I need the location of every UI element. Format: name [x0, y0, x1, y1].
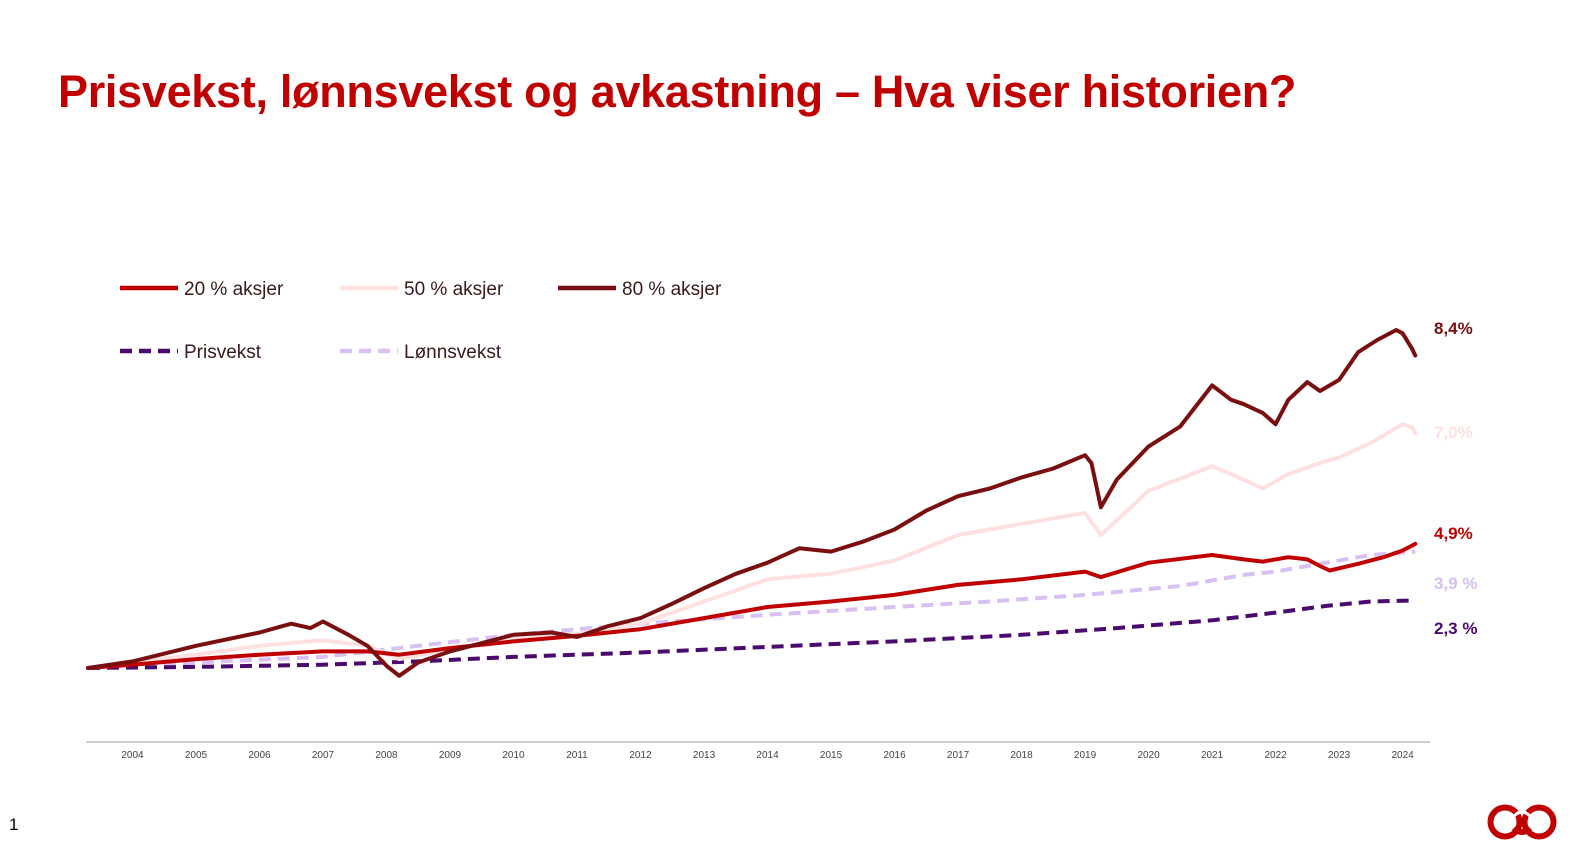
series-line-aksjer20 — [86, 541, 1418, 670]
legend-label: Prisvekst — [184, 342, 262, 363]
series-line-aksjer80 — [86, 328, 1418, 678]
x-tick-label: 2016 — [883, 750, 906, 761]
end-label-aksjer80: 8,4% — [1434, 319, 1473, 338]
chart-legend: 20 % aksjer 50 % aksjer 80 % aksjer Prisvek… — [120, 279, 722, 363]
end-label-aksjer20: 4,9% — [1434, 524, 1473, 543]
end-label-aksjer50: 7,0% — [1434, 423, 1473, 442]
page-title: Prisvekst, lønnsvekst og avkastning – Hv… — [58, 66, 1297, 117]
chart-series — [86, 328, 1418, 678]
legend-label: 80 % aksjer — [622, 279, 722, 300]
x-tick-label: 2004 — [121, 750, 144, 761]
legend-label: 50 % aksjer — [404, 279, 504, 300]
legend-item-prisvekst: Prisvekst — [120, 342, 262, 363]
x-tick-label: 2024 — [1391, 750, 1414, 761]
x-tick-label: 2008 — [375, 750, 398, 761]
brand-logo-icon — [1487, 804, 1557, 840]
page-number: 1 — [9, 815, 19, 834]
x-tick-label: 2015 — [820, 750, 843, 761]
end-label-lonnsvekst: 3,9 % — [1434, 574, 1477, 593]
legend-item-lonnsvekst: Lønnsvekst — [340, 342, 502, 363]
x-tick-label: 2011 — [566, 750, 588, 761]
x-tick-label: 2022 — [1264, 750, 1287, 761]
legend-label: 20 % aksjer — [184, 279, 284, 300]
x-tick-label: 2013 — [693, 750, 716, 761]
x-tick-label: 2006 — [248, 750, 271, 761]
legend-item-aksjer50: 50 % aksjer — [340, 279, 504, 300]
x-tick-label: 2014 — [756, 750, 779, 761]
x-tick-label: 2021 — [1201, 750, 1224, 761]
x-tick-label: 2017 — [947, 750, 970, 761]
x-tick-label: 2018 — [1010, 750, 1033, 761]
x-tick-label: 2005 — [185, 750, 208, 761]
x-tick-label: 2010 — [502, 750, 525, 761]
legend-item-aksjer80: 80 % aksjer — [558, 279, 722, 300]
legend-label: Lønnsvekst — [404, 342, 502, 363]
x-tick-label: 2020 — [1137, 750, 1160, 761]
series-line-prisvekst — [87, 598, 1416, 670]
x-tick-label: 2009 — [439, 750, 462, 761]
end-labels: 4,9% 7,0% 8,4% 2,3 % 3,9 % — [1434, 319, 1477, 638]
series-line-lonnsvekst — [87, 549, 1416, 670]
x-tick-label: 2023 — [1328, 750, 1351, 761]
x-tick-label: 2012 — [629, 750, 652, 761]
x-tick-label: 2007 — [312, 750, 335, 761]
x-axis: 2004 2005 2006 2007 2008 2009 2010 2011 2012 2013… — [86, 741, 1430, 761]
legend-item-aksjer20: 20 % aksjer — [120, 279, 284, 300]
end-label-prisvekst: 2,3 % — [1434, 619, 1477, 638]
series-line-aksjer50 — [86, 422, 1418, 670]
x-tick-label: 2019 — [1074, 750, 1097, 761]
